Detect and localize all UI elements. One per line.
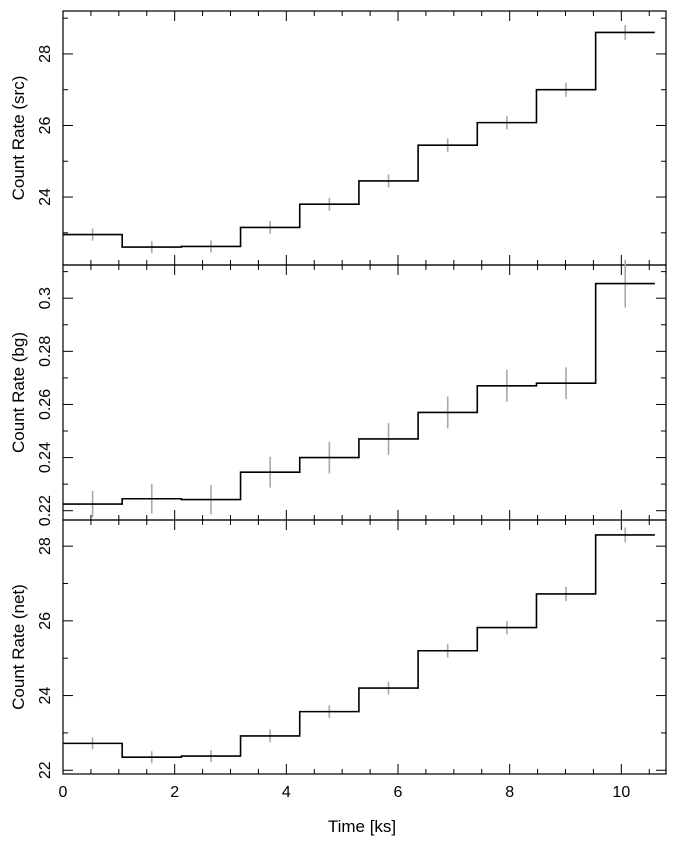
x-tick-label: 6 (394, 784, 403, 801)
x-tick-label: 0 (59, 784, 68, 801)
y-tick-label: 0.22 (37, 495, 54, 526)
x-tick-label: 2 (170, 784, 179, 801)
x-tick-label: 4 (282, 784, 291, 801)
y-tick-label: 24 (37, 687, 54, 705)
y-tick-label: 24 (37, 188, 54, 206)
y-axis-label: Count Rate (net) (9, 584, 28, 710)
panel-frame (62, 10, 667, 266)
y-tick-label: 22 (37, 761, 54, 779)
x-tick-label: 10 (612, 784, 630, 801)
y-axis-label: Count Rate (bg) (9, 332, 28, 453)
x-axis-label: Time [ks] (328, 817, 396, 836)
panel-3: 22 24 26 28 Count Rate (net) (9, 519, 667, 779)
y-tick-label: 0.24 (37, 442, 54, 473)
y-tick-label: 0.3 (37, 287, 54, 309)
y-tick-label: 0.28 (37, 336, 54, 367)
step-series-line (63, 282, 655, 505)
y-tick-label: 0.26 (37, 389, 54, 420)
y-tick-label: 26 (37, 116, 54, 134)
step-series-line (63, 534, 655, 758)
y-tick-label: 28 (37, 45, 54, 63)
x-tick-label: 8 (505, 784, 514, 801)
panel-frame (62, 264, 667, 521)
y-tick-label: 28 (37, 537, 54, 555)
y-axis-label: Count Rate (src) (9, 76, 28, 201)
panel-1: 24 26 28 Count Rate (src) (9, 10, 667, 266)
y-tick-label: 26 (37, 612, 54, 630)
panel-2: 0.22 0.24 0.26 0.28 0.3 Count Rate (bg) (9, 259, 667, 526)
x-axis: 0 2 4 6 8 10 (59, 784, 631, 801)
step-series-line (63, 31, 655, 248)
panel-frame (62, 519, 667, 775)
